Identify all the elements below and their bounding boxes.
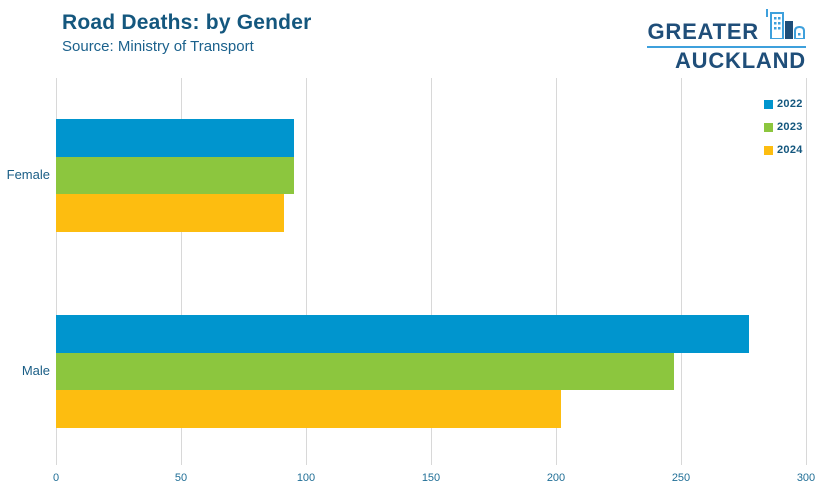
gridline-x-250 xyxy=(681,78,682,465)
legend-item-2022: 2022 xyxy=(764,97,803,111)
x-tick-label-0: 0 xyxy=(52,472,60,484)
legend-swatch-2022 xyxy=(764,99,773,109)
legend-swatch-2023 xyxy=(764,122,773,132)
x-tick-label-250: 250 xyxy=(671,472,691,484)
legend-swatch-2024 xyxy=(764,145,773,155)
gridline-x-0 xyxy=(56,78,57,465)
gridline-x-200 xyxy=(556,78,557,465)
x-tick-label-100: 100 xyxy=(296,472,316,484)
skyline-icon xyxy=(764,9,806,44)
gridline-x-100 xyxy=(306,78,307,465)
legend-item-2024: 2024 xyxy=(764,143,803,157)
category-label-male: Male xyxy=(21,363,50,379)
logo-row-greater: GREATER xyxy=(647,9,806,48)
logo-text-greater: GREATER xyxy=(647,19,759,44)
legend-item-2023: 2023 xyxy=(764,120,803,134)
gridline-x-50 xyxy=(181,78,182,465)
gridline-x-150 xyxy=(431,78,432,465)
bar-male-2023 xyxy=(56,352,674,390)
x-tick-label-150: 150 xyxy=(421,472,441,484)
bar-male-2024 xyxy=(56,390,561,428)
x-tick-label-200: 200 xyxy=(546,472,566,484)
legend-label-2023: 2023 xyxy=(777,121,803,133)
logo-text-auckland: AUCKLAND xyxy=(674,48,806,73)
chart-subtitle: Source: Ministry of Transport xyxy=(62,38,254,55)
chart-legend: 2022 2023 2024 xyxy=(764,97,803,157)
x-tick-label-300: 300 xyxy=(796,472,816,484)
greater-auckland-logo: GREATER AUCKLAND xyxy=(647,9,806,73)
gridline-x-300 xyxy=(806,78,807,465)
bar-female-2024 xyxy=(56,194,284,232)
legend-label-2022: 2022 xyxy=(777,98,803,110)
x-tick-label-50: 50 xyxy=(174,472,188,484)
legend-label-2024: 2024 xyxy=(777,144,803,156)
bar-female-2022 xyxy=(56,119,294,157)
bar-male-2022 xyxy=(56,315,749,353)
chart-title: Road Deaths: by Gender xyxy=(62,11,312,34)
bar-female-2023 xyxy=(56,156,294,194)
category-label-female: Female xyxy=(6,167,50,183)
